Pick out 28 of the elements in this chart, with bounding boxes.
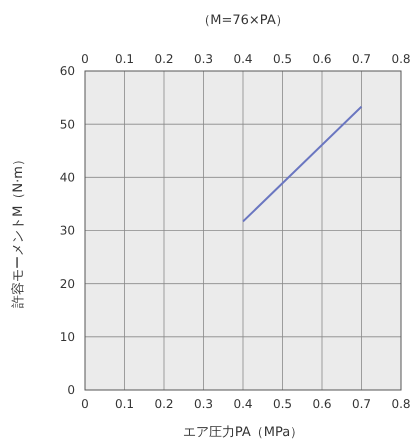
x-tick-label: 0.2: [154, 52, 174, 66]
x2-tick-label: 0.7: [352, 397, 372, 411]
x-tick-label: 0.7: [352, 52, 372, 66]
chart-title: （M=76×PA）: [197, 13, 289, 28]
x-tick-label: 0.1: [114, 52, 134, 66]
x2-tick-label: 0.5: [272, 397, 292, 411]
x2-tick-label: 0: [81, 397, 89, 411]
x2-tick-label: 0.4: [233, 397, 253, 411]
y-tick-label: 40: [60, 170, 75, 185]
y-axis-title: 許容モーメントM（N·m）: [10, 153, 26, 308]
x-tick-label: 0: [81, 52, 89, 66]
y-tick-label: 60: [60, 64, 75, 78]
x-tick-label: 0.8: [391, 52, 411, 66]
x2-tick-label: 0.1: [114, 397, 134, 411]
y-tick-label: 10: [60, 330, 75, 344]
x-tick-label: 0.6: [312, 52, 332, 66]
y-tick-label: 0: [67, 383, 75, 398]
x2-tick-label: 0.3: [194, 397, 214, 411]
y-tick-label: 20: [60, 276, 75, 291]
y-tick-label: 50: [60, 117, 75, 132]
x2-tick-label: 0.6: [312, 397, 332, 411]
x-tick-label: 0.3: [194, 52, 214, 66]
x-tick-label: 0.5: [272, 52, 292, 66]
x2-tick-label: 0.2: [154, 397, 174, 411]
x-tick-label: 0.4: [233, 52, 253, 66]
x-axis-title: エア圧力PA（MPa）: [182, 425, 304, 440]
y-tick-label: 30: [60, 224, 75, 238]
x2-tick-label: 0.8: [391, 397, 411, 411]
